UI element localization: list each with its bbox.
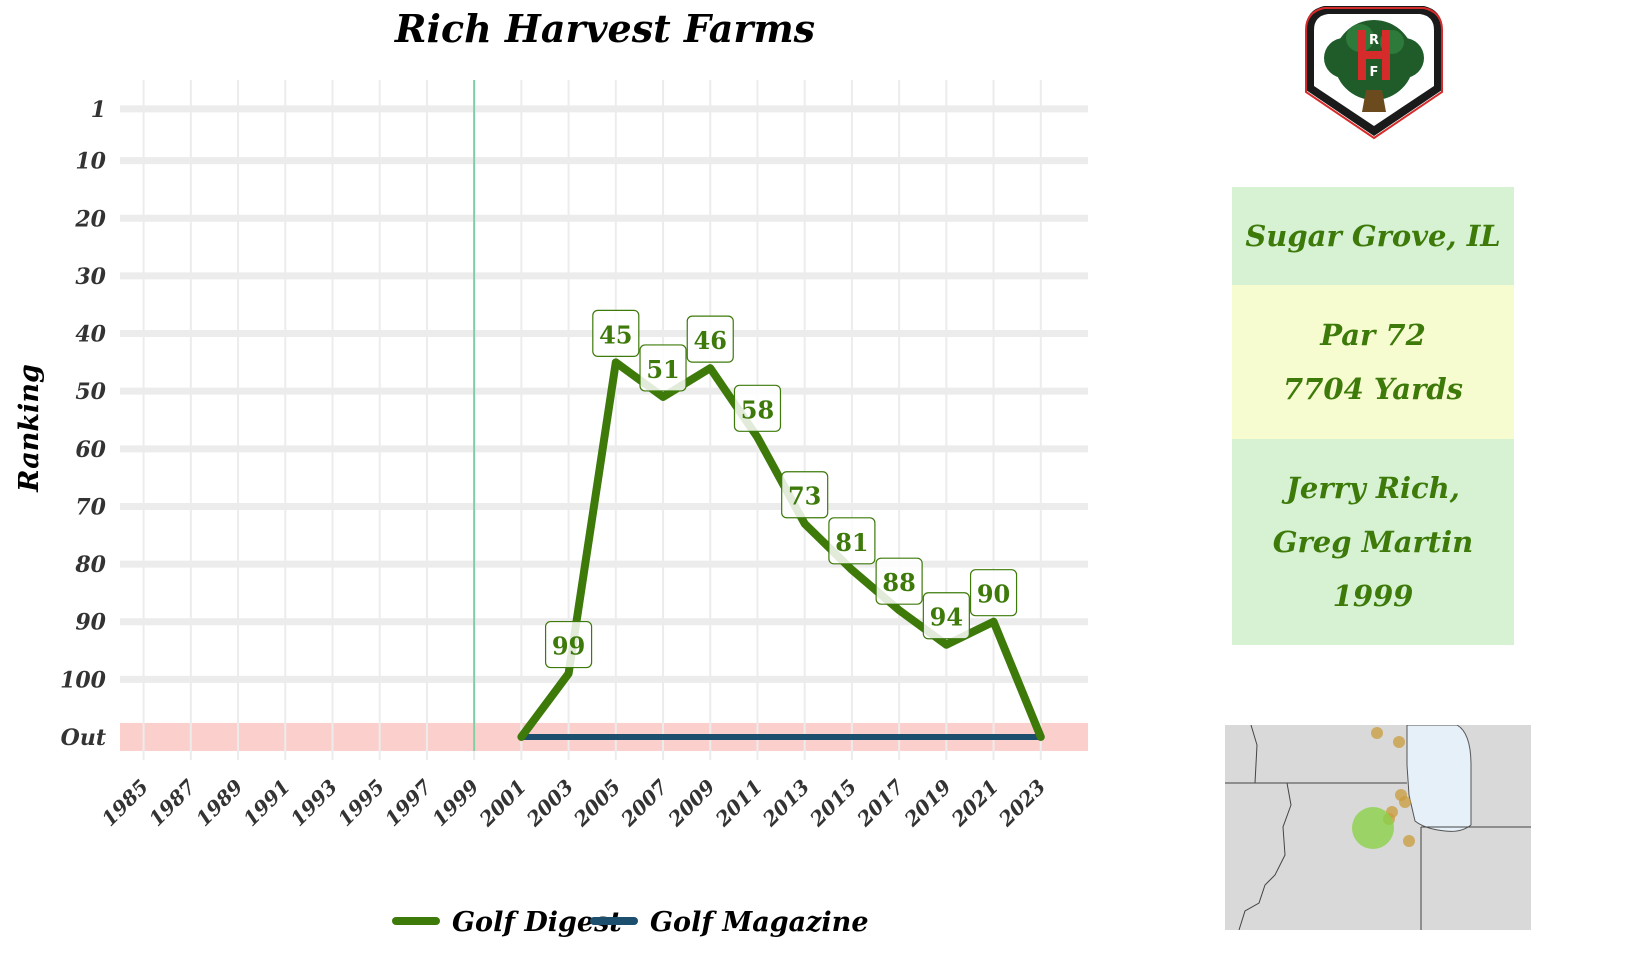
x-tick-label: 1987 bbox=[144, 775, 200, 831]
data-label-box bbox=[639, 344, 687, 392]
course-open-year: 1999 bbox=[1332, 579, 1414, 613]
course-architect-1: Jerry Rich, bbox=[1286, 471, 1460, 505]
rhf-tree-shield-icon: R H F bbox=[1305, 6, 1443, 140]
course-yards: 7704 Yards bbox=[1283, 372, 1463, 406]
legend: Golf Digest Golf Magazine bbox=[392, 907, 869, 938]
y-tick-label: 80 bbox=[74, 552, 106, 578]
x-tick-label: 1989 bbox=[191, 775, 247, 831]
data-label: 45 bbox=[599, 320, 632, 349]
legend-label-golf-magazine: Golf Magazine bbox=[650, 907, 869, 938]
x-tick-label: 2017 bbox=[852, 775, 909, 832]
x-tick-label: 2013 bbox=[757, 775, 814, 832]
logo-letter-r: R bbox=[1369, 33, 1379, 48]
x-tick-label: 1997 bbox=[380, 775, 436, 831]
y-axis-title: Ranking bbox=[14, 364, 45, 493]
data-label-box bbox=[544, 620, 593, 669]
chart-title: Rich Harvest Farms bbox=[394, 6, 815, 51]
data-label: 81 bbox=[835, 528, 868, 557]
data-label: 51 bbox=[646, 355, 679, 384]
y-tick-label: 100 bbox=[60, 667, 107, 693]
plot-area: 1102030405060708090100Out198519871989199… bbox=[60, 80, 1088, 832]
data-label-box bbox=[875, 557, 923, 605]
x-tick-label: 2001 bbox=[474, 775, 531, 832]
x-tick-label: 2005 bbox=[568, 775, 625, 832]
y-tick-label: 90 bbox=[75, 610, 106, 636]
location-box: Sugar Grove, IL bbox=[1232, 187, 1514, 285]
data-label-box bbox=[781, 471, 829, 519]
map-icon bbox=[1225, 724, 1531, 931]
regional-location-map bbox=[1225, 724, 1531, 931]
data-label-box bbox=[733, 384, 782, 432]
x-tick-label: 1995 bbox=[333, 775, 389, 831]
course-location: Sugar Grove, IL bbox=[1245, 219, 1501, 253]
x-tick-label: 2011 bbox=[710, 775, 767, 832]
course-architect-2: Greg Martin bbox=[1272, 525, 1474, 559]
data-label-box bbox=[969, 569, 1018, 617]
x-tick-label: 1985 bbox=[97, 775, 153, 831]
x-tick-label: 2021 bbox=[946, 775, 1003, 832]
y-tick-label: 10 bbox=[75, 149, 106, 175]
architects-box: Jerry Rich, Greg Martin 1999 bbox=[1232, 439, 1514, 645]
data-label: 46 bbox=[694, 326, 727, 355]
y-tick-label: 20 bbox=[74, 206, 106, 232]
data-label: 58 bbox=[741, 395, 774, 424]
x-tick-label: 2023 bbox=[993, 775, 1050, 832]
course-info-panel: Sugar Grove, IL Par 72 7704 Yards Jerry … bbox=[1232, 187, 1514, 645]
data-label: 73 bbox=[788, 482, 821, 511]
data-label: 94 bbox=[930, 603, 963, 632]
data-label: 90 bbox=[977, 580, 1010, 609]
x-tick-label: 2019 bbox=[899, 775, 956, 832]
y-tick-label: 60 bbox=[75, 437, 106, 463]
course-par: Par 72 bbox=[1320, 318, 1426, 352]
specs-box: Par 72 7704 Yards bbox=[1232, 285, 1514, 439]
data-label: 88 bbox=[882, 568, 915, 597]
data-label-box bbox=[686, 315, 734, 363]
x-tick-label: 1999 bbox=[427, 775, 483, 831]
data-label-box bbox=[828, 517, 876, 565]
y-tick-label: 50 bbox=[75, 379, 106, 405]
y-tick-label: 40 bbox=[75, 322, 106, 348]
series-line-golf-digest bbox=[517, 358, 1045, 741]
data-label: 99 bbox=[552, 632, 585, 661]
course-logo: R H F bbox=[1300, 0, 1448, 140]
y-tick-label: 30 bbox=[75, 264, 106, 290]
logo-letter-f: F bbox=[1370, 65, 1379, 80]
x-tick-label: 2015 bbox=[804, 775, 861, 832]
x-tick-label: 2003 bbox=[521, 775, 578, 832]
data-label-box bbox=[922, 592, 970, 640]
x-tick-label: 1991 bbox=[238, 775, 294, 831]
y-tick-label: Out bbox=[61, 725, 106, 751]
x-tick-label: 2009 bbox=[663, 775, 720, 832]
data-label-box bbox=[592, 309, 640, 357]
y-tick-label: 70 bbox=[75, 494, 106, 520]
ranking-chart: Rich Harvest Farms Ranking 1 10 20 30 40 50 60… bbox=[14, 6, 1088, 938]
y-tick-label: 1 bbox=[91, 97, 106, 123]
x-tick-label: 2007 bbox=[616, 775, 673, 832]
x-tick-label: 1993 bbox=[286, 775, 342, 831]
